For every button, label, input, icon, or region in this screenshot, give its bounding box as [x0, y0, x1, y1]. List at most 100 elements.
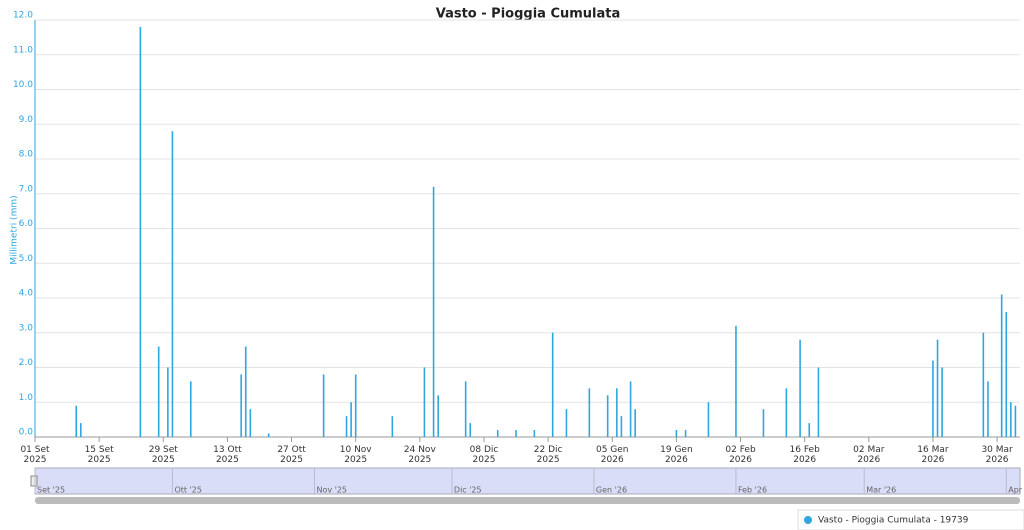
bar [1014, 405, 1017, 437]
x-tick-line: 2026 [665, 455, 688, 465]
bar [322, 374, 325, 437]
x-tick-line: 2025 [24, 455, 47, 465]
navigator-label: Ott '25 [174, 486, 202, 495]
y-tick-label: 2.0 [19, 358, 34, 368]
navigator[interactable] [34, 467, 1021, 495]
y-tick-label: 12.0 [13, 11, 33, 21]
bar [139, 26, 142, 437]
legend-entry[interactable]: Vasto - Pioggia Cumulata - 19739 [818, 516, 969, 526]
bar [423, 367, 426, 437]
x-tick-label: 15 Set 2025 [85, 445, 115, 465]
x-tick-line: 29 Set [149, 445, 179, 455]
bar [267, 433, 270, 437]
bar [249, 409, 252, 437]
y-tick-label: 10.0 [13, 80, 33, 90]
bar [735, 325, 737, 437]
x-tick-line: 16 Feb [790, 445, 821, 455]
bar [244, 346, 247, 437]
bar [588, 388, 591, 437]
x-tick-line: 16 Mar [917, 445, 949, 455]
bar [391, 416, 394, 437]
y-tick-label: 0.0 [19, 428, 34, 438]
x-tick-label: 29 Set 2025 [149, 445, 179, 465]
x-tick-line: 2025 [216, 455, 239, 465]
bar [808, 423, 811, 437]
navigator-label: Apr '26 [1008, 486, 1024, 495]
bar [350, 402, 352, 437]
bar [616, 388, 618, 437]
x-tick-line: 05 Gen [596, 445, 629, 455]
bar [620, 416, 623, 437]
y-tick-label: 1.0 [19, 393, 34, 403]
y-axis-label: Millimetri (mm) [10, 195, 20, 264]
bar [817, 367, 820, 437]
navigator-label: Mar '26 [866, 486, 896, 495]
bar [171, 131, 174, 437]
bar [437, 395, 439, 437]
y-tick-label: 9.0 [19, 115, 34, 125]
bar [1005, 311, 1008, 437]
x-tick-line: 2025 [537, 455, 560, 465]
navigator-label: Feb '26 [738, 486, 767, 495]
x-tick-line: 01 Set [20, 445, 50, 455]
bar [684, 430, 687, 437]
x-tick-line: 02 Feb [725, 445, 756, 455]
x-tick-line: 30 Mar [981, 445, 1013, 455]
y-tick-label: 7.0 [19, 184, 34, 194]
bar [629, 381, 632, 437]
bar [432, 186, 435, 437]
bar [75, 405, 78, 437]
x-tick-line: 2025 [88, 455, 111, 465]
bar [345, 416, 348, 437]
navigator-handle[interactable] [30, 475, 38, 487]
bar [987, 381, 989, 437]
navigator-label: Nov '25 [316, 486, 347, 495]
x-tick-line: 2025 [152, 455, 175, 465]
x-tick-label: 16 Feb 2026 [790, 445, 821, 465]
bar [762, 409, 765, 437]
y-tick-label: 11.0 [13, 45, 33, 55]
y-tick-label: 4.0 [19, 289, 34, 299]
x-tick-line: 2025 [344, 455, 367, 465]
y-tick-label: 5.0 [19, 254, 34, 264]
bar [551, 332, 554, 437]
navigator-label: Set '25 [37, 486, 65, 495]
bar [565, 409, 568, 437]
bar [936, 339, 939, 437]
legend-box [797, 509, 1024, 530]
x-tick-line: 2026 [601, 455, 624, 465]
x-tick-line: 2026 [793, 455, 816, 465]
x-tick-line: 24 Nov [404, 445, 437, 455]
x-tick-line: 19 Gen [660, 445, 693, 455]
bar [80, 423, 82, 437]
x-tick-line: 02 Mar [853, 445, 885, 455]
x-tick-label: 16 Mar 2026 [917, 445, 949, 465]
x-tick-line: 27 Ott [277, 445, 306, 455]
x-tick-label: 10 Nov 2025 [340, 445, 373, 465]
x-tick-line: 2025 [473, 455, 496, 465]
bar [496, 430, 499, 437]
x-tick-line: 15 Set [85, 445, 115, 455]
bar [634, 409, 636, 437]
bar [941, 367, 943, 437]
x-tick-line: 2025 [280, 455, 303, 465]
bar [707, 402, 710, 437]
legend-marker [804, 516, 812, 524]
bar [1000, 294, 1003, 437]
bar [606, 395, 609, 437]
x-tick-line: 2026 [729, 455, 752, 465]
bar [157, 346, 160, 437]
bar [785, 388, 788, 437]
bar [469, 423, 472, 437]
bar [533, 430, 536, 437]
x-tick-line: 2026 [857, 455, 880, 465]
x-tick-label: 01 Set 2025 [20, 445, 50, 465]
bar [189, 381, 192, 437]
bar [464, 381, 467, 437]
navigator-label: Gen '26 [596, 486, 627, 495]
scrollbar[interactable] [35, 497, 1020, 504]
x-tick-label: 27 Ott 2025 [277, 445, 306, 465]
x-tick-label: 02 Feb 2026 [725, 445, 756, 465]
x-tick-label: 13 Ott 2025 [213, 445, 242, 465]
